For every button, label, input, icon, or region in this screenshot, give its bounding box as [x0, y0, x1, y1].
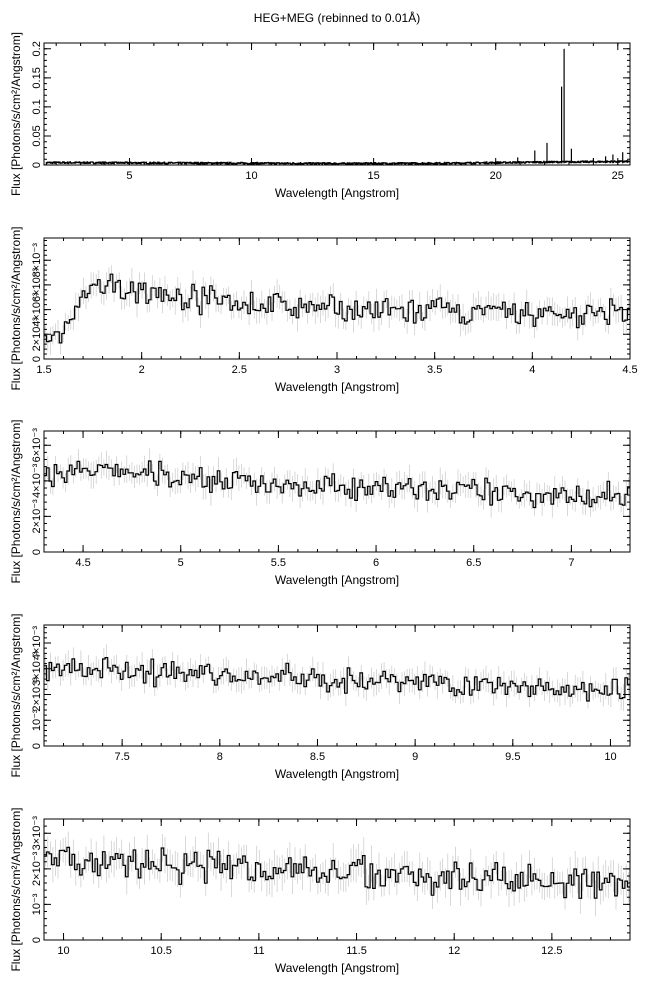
- x-tick-label: 2: [139, 364, 145, 376]
- spectrum-panel-2: 1.5 2 2.5 3 3.5 4 4.5 0 2×10⁻³4×10⁻³6×10⁻³8×10⁻³…: [9, 226, 638, 394]
- x-axis-label: Wavelength [Angstrom]: [275, 186, 399, 200]
- x-tick-label: 8.5: [310, 751, 325, 763]
- x-tick-label: 11.5: [346, 945, 367, 957]
- spectrum-line: [44, 657, 630, 702]
- spectrum-panel-1: 5 10 15 20 25 0 0.05 0.1 0.15 0.2 Wavelength [Angs…: [9, 32, 631, 200]
- spectrum-panel-3: 4.5 5 5.5 6 6.5 7 0 2×10⁻³4×10⁻³6×10⁻³ Wavelengt…: [9, 419, 631, 587]
- y-tick-label: 0: [31, 743, 43, 749]
- y-axis-label: Flux [Photons/s/cm²/Angstrom]: [9, 807, 23, 971]
- x-tick-label: 25: [612, 170, 624, 182]
- y-tick-label: 0.15: [31, 67, 43, 88]
- x-tick-label: 3.5: [427, 364, 442, 376]
- spectrum-line: [44, 160, 630, 165]
- y-tick-label: 8×10⁻³: [31, 243, 43, 278]
- y-axis-label: Flux [Photons/s/cm²/Angstrom]: [9, 32, 23, 196]
- x-tick-label: 7: [568, 557, 574, 569]
- spectrum-panel-4: 7.5 8 8.5 9 9.5 10 0 10⁻³2×10⁻³3×10⁻³4×10⁻³ Wave…: [9, 613, 631, 781]
- error-bars: [44, 448, 630, 518]
- y-tick-label: 0: [31, 549, 43, 555]
- y-tick-label: 6×10⁻³: [31, 428, 43, 463]
- x-tick-label: 6.5: [466, 557, 481, 569]
- x-tick-label: 12: [448, 945, 460, 957]
- x-tick-label: 9.5: [505, 751, 520, 763]
- x-tick-label: 10.5: [150, 945, 171, 957]
- spectrum-line: [44, 460, 630, 509]
- x-tick-label: 5: [178, 557, 184, 569]
- x-tick-label: 6: [373, 557, 379, 569]
- x-tick-label: 4.5: [622, 364, 637, 376]
- y-tick-label: 2×10⁻³: [31, 499, 43, 534]
- figure-title: HEG+MEG (rebinned to 0.01Å): [254, 10, 420, 25]
- y-tick-label: 2×10⁻³: [31, 851, 43, 886]
- x-tick-label: 4.5: [75, 557, 90, 569]
- x-tick-label: 1.5: [36, 364, 51, 376]
- y-axis-label: Flux [Photons/s/cm²/Angstrom]: [9, 226, 23, 390]
- y-tick-label: 0.2: [31, 41, 43, 56]
- y-tick-label: 6×10⁻³: [31, 267, 43, 302]
- y-tick-label: 3×10⁻³: [31, 651, 43, 686]
- x-tick-label: 3: [334, 364, 340, 376]
- x-tick-label: 15: [368, 170, 380, 182]
- y-tick-label: 10⁻³: [31, 893, 43, 915]
- spectrum-line: [44, 273, 630, 344]
- x-axis-label: Wavelength [Angstrom]: [275, 380, 399, 394]
- y-tick-label: 4×10⁻³: [31, 463, 43, 498]
- x-tick-label: 12.5: [541, 945, 562, 957]
- y-tick-label: 4×10⁻³: [31, 626, 43, 661]
- y-tick-label: 0: [31, 937, 43, 943]
- x-tick-label: 4: [529, 364, 535, 376]
- x-tick-label: 11: [253, 945, 264, 957]
- x-tick-label: 10: [245, 170, 257, 182]
- spectrum-line: [44, 846, 630, 899]
- x-tick-label: 2.5: [232, 364, 247, 376]
- y-axis-label: Flux [Photons/s/cm²/Angstrom]: [9, 419, 23, 583]
- x-axis-label: Wavelength [Angstrom]: [275, 573, 399, 587]
- x-axis-label: Wavelength [Angstrom]: [275, 767, 399, 781]
- x-tick-label: 20: [490, 170, 502, 182]
- plot-frame: [43, 237, 631, 360]
- x-tick-label: 5.5: [271, 557, 286, 569]
- y-tick-label: 0.1: [31, 99, 43, 114]
- plot-frame: [43, 42, 631, 166]
- x-tick-label: 10: [57, 945, 69, 957]
- y-axis-label: Flux [Photons/s/cm²/Angstrom]: [9, 613, 23, 777]
- y-tick-label: 10⁻³: [31, 709, 43, 731]
- y-tick-label: 0: [31, 356, 43, 362]
- y-tick-label: 3×10⁻³: [31, 816, 43, 851]
- x-tick-label: 7.5: [114, 751, 129, 763]
- y-tick-label: 0.05: [31, 125, 43, 146]
- y-tick-label: 2×10⁻³: [31, 677, 43, 712]
- y-tick-label: 4×10⁻³: [31, 292, 43, 327]
- x-tick-label: 5: [126, 170, 132, 182]
- spectrum-panel-5: 10 10.5 11 11.5 12 12.5 0 10⁻³ 2×10⁻³3×10⁻³ Wavel…: [9, 807, 631, 975]
- x-tick-label: 9: [412, 751, 418, 763]
- x-axis-label: Wavelength [Angstrom]: [275, 961, 399, 975]
- x-tick-label: 8: [217, 751, 223, 763]
- x-tick-label: 10: [604, 751, 616, 763]
- y-tick-label: 2×10⁻³: [31, 317, 43, 352]
- error-bars: [44, 644, 630, 711]
- y-tick-label: 0: [31, 162, 43, 168]
